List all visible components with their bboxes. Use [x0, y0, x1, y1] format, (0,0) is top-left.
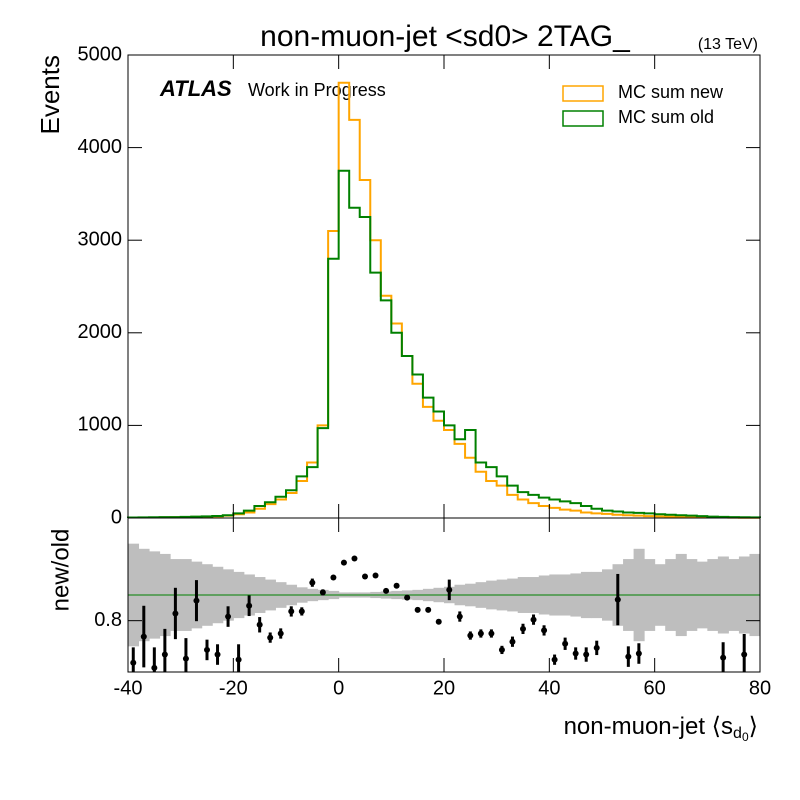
ratio-point — [498, 646, 505, 653]
ratio-point — [172, 610, 179, 617]
ratio-point — [404, 594, 411, 601]
chart-title: non-muon-jet <sd0> 2TAG_ — [260, 20, 631, 53]
ratio-point — [340, 559, 347, 566]
ratio-point — [467, 632, 474, 639]
ratio-point — [225, 613, 232, 620]
ratio-point — [456, 613, 463, 620]
ratio-point — [509, 638, 516, 645]
ratio-point — [298, 608, 305, 615]
ratio-point — [372, 572, 379, 579]
y-tick-label: 1000 — [78, 414, 123, 436]
histogram-step — [127, 81, 761, 519]
ratio-point — [562, 640, 569, 647]
ratio-point — [435, 618, 442, 625]
ratio-point — [235, 656, 242, 663]
ratio-point — [130, 659, 137, 666]
ratio-point — [625, 653, 632, 660]
ratio-panel — [128, 543, 760, 672]
legend-label: MC sum new — [618, 82, 724, 102]
ratio-point — [551, 656, 558, 663]
plot-area — [127, 81, 761, 672]
y-tick-label: 4000 — [78, 136, 123, 158]
x-tick-label: 60 — [644, 677, 666, 699]
subtitle: (13 TeV) — [698, 36, 758, 53]
ratio-point — [330, 574, 337, 581]
ratio-point — [541, 627, 548, 634]
ratio-point — [520, 625, 526, 632]
x-tick-label: 0 — [333, 677, 344, 699]
ratio-point — [204, 646, 210, 653]
histogram-step — [127, 169, 761, 519]
y-tick-label: 0 — [111, 506, 122, 528]
ratio-point — [583, 651, 590, 658]
ratio-point — [530, 616, 537, 623]
x-tick-label: 40 — [538, 677, 560, 699]
y-tick-label: 5000 — [78, 43, 123, 65]
ratio-point — [446, 586, 453, 593]
legend-swatch — [562, 110, 604, 127]
ratio-point — [309, 579, 316, 586]
ratio-point — [477, 630, 484, 637]
x-tick-label: 80 — [749, 677, 771, 699]
y-tick-label: 0.8 — [94, 609, 122, 631]
ratio-point — [362, 573, 368, 580]
ratio-point — [161, 651, 168, 658]
ratio-y-axis-label: new/old — [47, 529, 74, 612]
ratio-point — [288, 608, 295, 615]
x-tick-label: 20 — [433, 677, 455, 699]
ratio-point — [572, 650, 579, 657]
x-axis-label-part: d — [733, 725, 742, 742]
experiment-label: ATLAS — [159, 76, 232, 101]
ratio-point — [267, 634, 274, 641]
x-axis-label: non-muon-jet ⟨sd0⟩ — [564, 713, 758, 744]
ratio-point — [151, 664, 158, 671]
ratio-point — [614, 596, 621, 603]
ratio-point — [214, 651, 221, 658]
ratio-point — [488, 630, 495, 637]
ratio-point — [393, 582, 400, 589]
ratio-point — [277, 630, 284, 637]
ratio-point — [351, 555, 358, 562]
ratio-point — [256, 621, 263, 628]
ratio-point — [720, 654, 727, 661]
y-axis-label: Events — [35, 55, 65, 135]
x-axis-label-part: ⟩ — [749, 713, 758, 740]
x-axis-label-part: 0 — [742, 730, 749, 744]
x-tick-label: -20 — [219, 677, 248, 699]
ratio-point — [414, 606, 421, 613]
ratio-point — [741, 651, 748, 658]
ratio-point — [182, 655, 189, 662]
ratio-point — [425, 606, 432, 613]
legend-label: MC sum old — [618, 107, 714, 127]
ratio-point — [246, 602, 253, 609]
legend-swatch — [562, 85, 604, 102]
y-tick-label: 3000 — [78, 228, 123, 250]
ratio-point — [593, 644, 600, 651]
ratio-point — [635, 650, 642, 657]
ratio-point — [140, 633, 147, 640]
status-label: Work in Progress — [248, 80, 386, 100]
x-tick-label: -40 — [114, 677, 143, 699]
ratio-point — [319, 589, 326, 596]
ratio-point — [383, 587, 390, 594]
x-axis-label-part: non-muon-jet ⟨s — [564, 713, 733, 740]
y-tick-label: 2000 — [78, 321, 123, 343]
ratio-point — [193, 597, 200, 604]
